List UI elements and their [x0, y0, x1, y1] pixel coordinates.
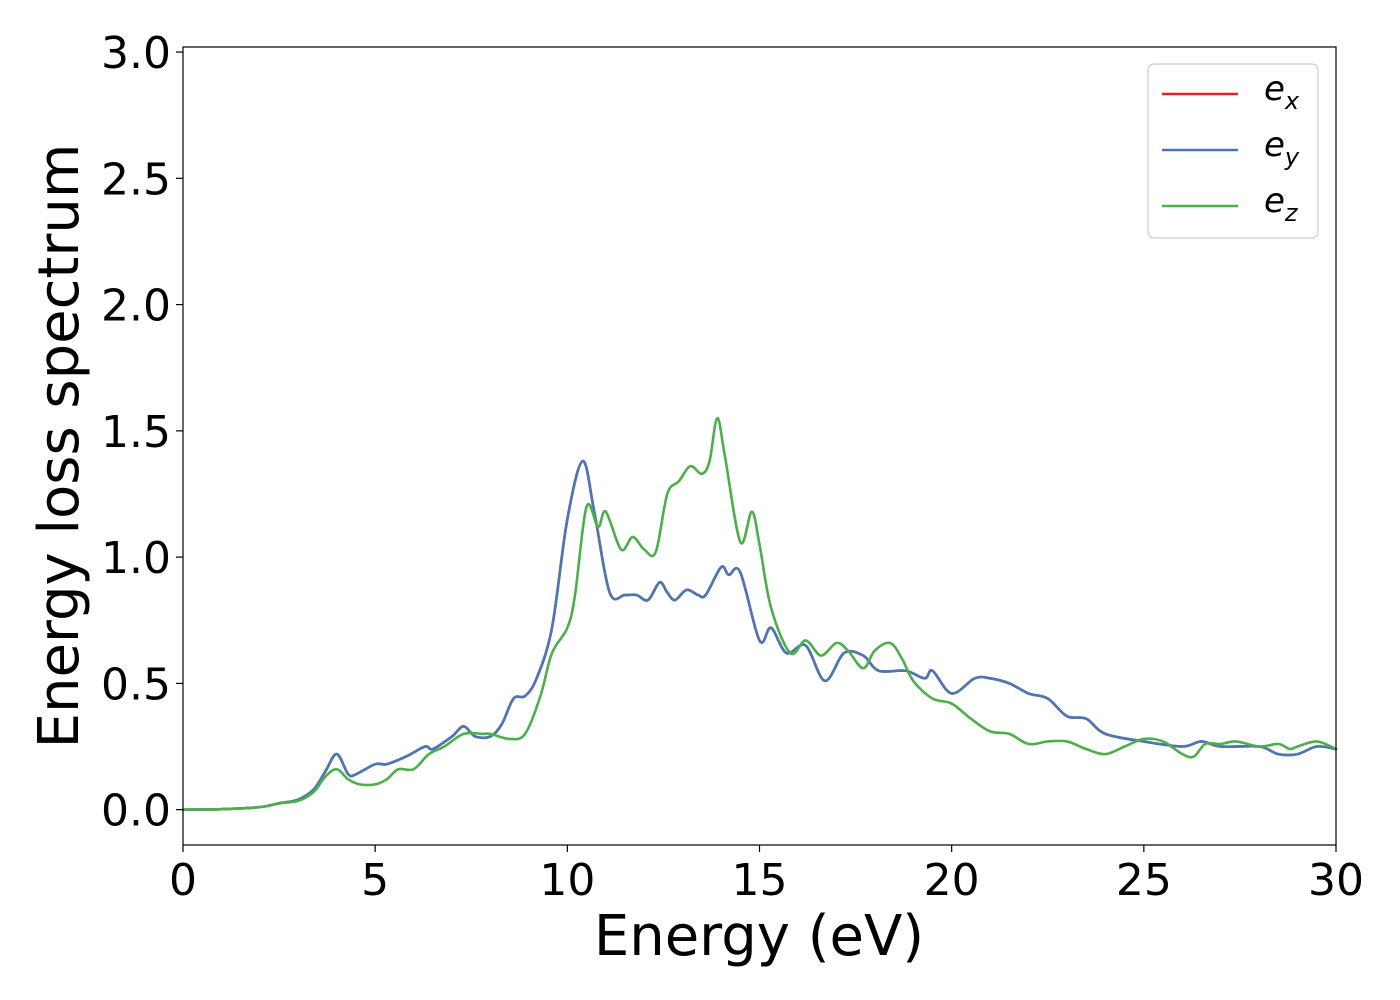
y-tick-label: 1.0	[101, 533, 171, 584]
legend-label-base: e	[1264, 69, 1285, 109]
series-line-e-z	[181, 416, 1338, 811]
y-axis-ticks: 0.0 0.5 1.0 1.5 2.0 2.5 3.0	[101, 28, 183, 837]
x-tick-label: 5	[361, 855, 389, 906]
legend-label-subscript: y	[1284, 143, 1300, 171]
y-tick-label: 3.0	[101, 28, 171, 79]
x-tick-label: 10	[539, 855, 595, 906]
y-tick-label: 2.0	[101, 281, 171, 332]
series-line-e-y	[181, 459, 1338, 811]
y-tick-label: 0.5	[101, 659, 171, 710]
x-tick-label: 20	[924, 855, 980, 906]
x-axis-label: Energy (eV)	[594, 904, 924, 969]
x-tick-label: 0	[169, 855, 197, 906]
legend-label-base: e	[1264, 125, 1285, 165]
x-tick-label: 25	[1116, 855, 1172, 906]
x-tick-label: 30	[1308, 855, 1364, 906]
y-axis-label: Energy loss spectrum	[27, 144, 92, 749]
legend-label-e-x: ex	[1264, 69, 1300, 115]
y-tick-label: 0.0	[101, 786, 171, 837]
plot-area	[183, 47, 1336, 845]
y-tick-label: 2.5	[101, 154, 171, 205]
legend-label-e-z: ez	[1264, 181, 1299, 227]
legend-label-e-y: ey	[1264, 125, 1300, 171]
x-axis-ticks: 0 5 10 15 20 25 30	[169, 845, 1364, 906]
x-tick-label: 15	[732, 855, 788, 906]
y-tick-label: 1.5	[101, 407, 171, 458]
legend-label-subscript: x	[1284, 87, 1300, 115]
legend-label-base: e	[1264, 181, 1285, 221]
series-layer	[181, 416, 1338, 811]
legend-label-subscript: z	[1284, 199, 1299, 227]
